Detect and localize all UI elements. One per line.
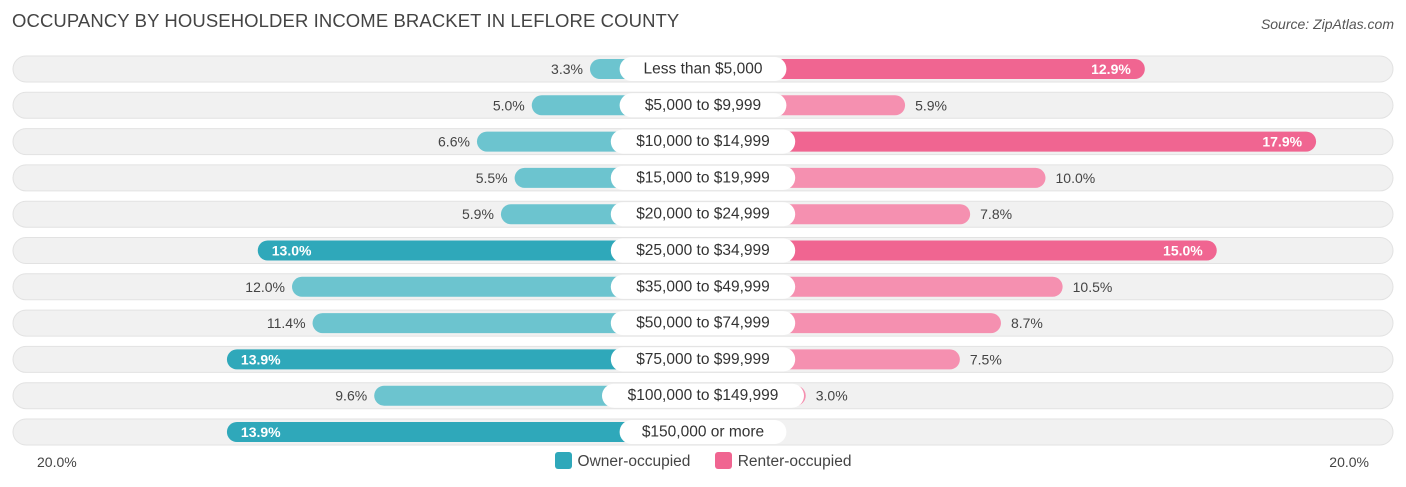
- renter-value-label: 17.9%: [1262, 134, 1302, 150]
- renter-value-label: 10.0%: [1056, 170, 1096, 186]
- owner-value-label: 13.9%: [241, 351, 281, 367]
- owner-bar: [292, 276, 703, 297]
- owner-bar: [226, 422, 704, 442]
- category-label: $150,000 or more: [642, 424, 764, 441]
- category-label: $100,000 to $149,999: [628, 387, 779, 404]
- category-label: $20,000 to $24,999: [636, 206, 770, 223]
- category-pill: [602, 383, 804, 408]
- category-pill: [610, 129, 796, 154]
- owner-value-label: 12.0%: [245, 279, 285, 295]
- owner-value-label: 5.0%: [493, 97, 525, 113]
- legend-item-owner: Owner-occupied: [554, 452, 691, 471]
- owner-value-label: 6.6%: [438, 134, 470, 150]
- renter-value-label: 3.0%: [816, 388, 848, 404]
- axis-label-right: 20.0%: [1329, 454, 1369, 470]
- axis-label-left: 20.0%: [37, 454, 77, 470]
- owner-value-label: 3.3%: [551, 61, 583, 77]
- category-pill: [610, 311, 796, 336]
- category-pill: [610, 347, 796, 372]
- category-pill: [610, 165, 796, 190]
- chart-title: OCCUPANCY BY HOUSEHOLDER INCOME BRACKET …: [12, 10, 680, 31]
- category-pill: [610, 238, 796, 263]
- legend-swatch-renter: [714, 452, 732, 469]
- renter-value-label: 7.5%: [970, 351, 1002, 367]
- category-label: $35,000 to $49,999: [636, 278, 770, 295]
- owner-value-label: 5.5%: [476, 170, 508, 186]
- category-label: $15,000 to $19,999: [636, 169, 770, 186]
- owner-value-label: 11.4%: [267, 315, 306, 331]
- category-label: $25,000 to $34,999: [636, 242, 770, 259]
- renter-bar: [703, 131, 1317, 152]
- legend-swatch-owner: [554, 452, 572, 469]
- owner-bar: [226, 349, 704, 370]
- category-label: Less than $5,000: [644, 61, 763, 78]
- legend-label-renter: Renter-occupied: [737, 453, 852, 470]
- legend-label-owner: Owner-occupied: [577, 453, 691, 470]
- renter-value-label: 15.0%: [1163, 243, 1203, 259]
- category-pill: [619, 93, 787, 118]
- renter-value-label: 8.7%: [1011, 315, 1043, 331]
- category-label: $5,000 to $9,999: [645, 97, 761, 114]
- owner-bar: [312, 313, 703, 334]
- renter-value-label: 12.9%: [1091, 61, 1131, 77]
- renter-bar: [703, 59, 1145, 79]
- owner-value-label: 9.6%: [335, 388, 367, 404]
- category-pill: [619, 57, 787, 81]
- legend-item-renter: Renter-occupied: [714, 452, 852, 471]
- chart-source: Source: ZipAtlas.com: [1260, 16, 1394, 32]
- owner-value-label: 5.9%: [462, 206, 494, 222]
- renter-value-label: 7.8%: [980, 206, 1012, 222]
- legend: Owner-occupied Renter-occupied: [0, 452, 1406, 471]
- category-label: $75,000 to $99,999: [636, 351, 770, 368]
- category-pill: [610, 202, 796, 227]
- category-label: $50,000 to $74,999: [636, 315, 770, 332]
- chart-plot: 3.3% 12.9% Less than $5,000 5.0% 5.9% $5,000 …: [12, 55, 1394, 446]
- owner-value-label: 13.9%: [241, 424, 281, 440]
- renter-value-label: 10.5%: [1073, 279, 1113, 295]
- category-pill: [610, 274, 796, 299]
- category-pill: [619, 420, 787, 444]
- renter-bar: [703, 240, 1217, 261]
- owner-bar: [257, 240, 703, 261]
- renter-value-label: 5.9%: [915, 97, 947, 113]
- category-label: $10,000 to $14,999: [636, 133, 770, 150]
- owner-value-label: 13.0%: [272, 243, 312, 259]
